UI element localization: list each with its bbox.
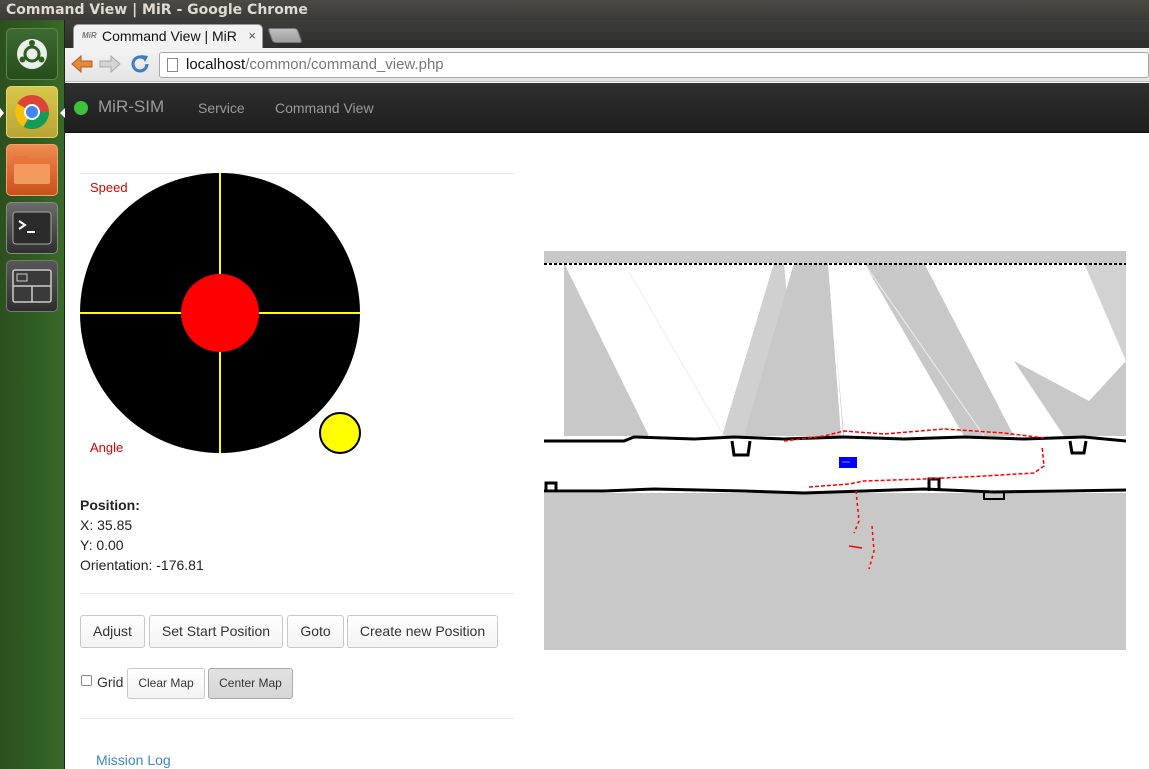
divider [80,593,514,594]
divider [80,718,514,719]
position-orientation: Orientation: -176.81 [80,557,204,573]
back-arrow-icon[interactable] [69,52,95,78]
position-x: X: 35.85 [80,517,133,533]
browser-toolbar: localhost/common/command_view.php [65,48,1149,82]
tab-strip: MiR Command View | MiR × [65,20,1149,48]
forward-arrow-icon[interactable] [97,52,123,78]
map-canvas[interactable] [544,251,1126,650]
ubuntu-home-icon[interactable] [6,28,58,80]
files-icon[interactable] [6,144,58,196]
url-host: localhost [186,56,246,73]
grid-label: Grid [97,674,124,690]
set-start-position-button[interactable]: Set Start Position [149,615,283,648]
terminal-icon[interactable] [6,202,58,254]
tab-title: Command View | MiR [102,28,237,44]
nav-link-command-view[interactable]: Command View [275,100,374,116]
create-new-position-button[interactable]: Create new Position [347,615,498,648]
joystick-knob[interactable] [181,274,259,352]
position-title: Position: [80,497,140,513]
joystick-indicator [319,412,361,454]
angle-label: Angle [90,440,124,455]
page-icon [167,58,178,72]
nav-link-service[interactable]: Service [198,100,245,116]
grid-checkbox[interactable] [81,675,92,686]
workspace-switcher-icon[interactable] [6,260,58,312]
tab-favicon-icon: MiR [82,31,97,40]
os-window-title: Command View | MiR - Google Chrome [0,0,1149,20]
tab-close-icon[interactable]: × [248,28,256,43]
divider [80,173,514,174]
adjust-button[interactable]: Adjust [80,615,145,648]
launcher-active-pip [60,108,65,118]
tab-command-view[interactable]: MiR Command View | MiR × [73,24,263,48]
position-y: Y: 0.00 [80,537,124,553]
main-content: Speed Angle Position: X: 35.85 Y: 0.00 O… [65,133,1149,769]
ubuntu-launcher [0,20,65,769]
connection-status-icon [74,101,88,115]
chrome-icon[interactable] [6,86,58,138]
center-map-button[interactable]: Center Map [208,668,293,699]
reload-icon[interactable] [127,52,153,78]
speed-label: Speed [90,180,128,195]
address-bar[interactable]: localhost/common/command_view.php [159,52,1149,78]
url-path: /common/command_view.php [245,56,444,73]
brand-link[interactable]: MiR-SIM [98,97,165,116]
joystick-control[interactable] [80,173,362,455]
goto-button[interactable]: Goto [287,615,344,648]
mission-log-link[interactable]: Mission Log [96,752,171,768]
new-tab-button[interactable] [267,28,303,43]
launcher-active-pip-left [0,108,4,118]
position-info: Position: X: 35.85 Y: 0.00 Orientation: … [80,495,204,575]
app-navbar: MiR-SIM Service Command View [65,83,1149,133]
clear-map-button[interactable]: Clear Map [127,668,205,699]
